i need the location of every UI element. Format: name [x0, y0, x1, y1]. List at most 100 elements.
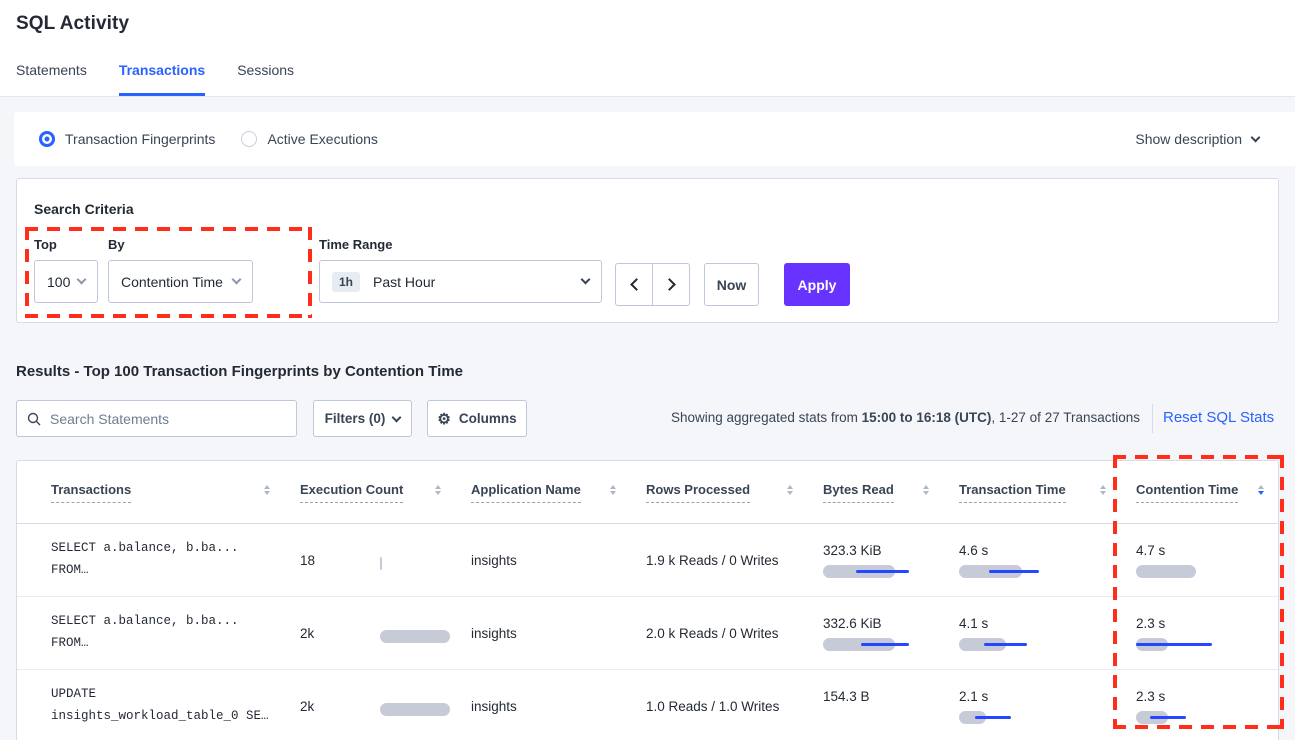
execution-count-cell: 2k — [284, 623, 455, 643]
chevron-down-icon — [76, 274, 87, 285]
transaction-fingerprint-link[interactable]: UPDATE insights_workload_table_0 SE… — [51, 687, 269, 723]
time-range-field: Time Range 1h Past Hour — [319, 237, 602, 303]
chevron-down-icon — [1250, 132, 1261, 142]
columns-button[interactable]: ⚙ Columns — [427, 400, 527, 437]
header-contention-time[interactable]: Contention Time — [1120, 482, 1278, 503]
top-field: Top 100 — [34, 237, 98, 303]
radio-unselected-icon — [241, 131, 258, 147]
chevron-down-icon — [580, 274, 591, 285]
transaction-time-bar — [959, 710, 1039, 724]
chevron-left-icon — [629, 278, 643, 291]
page-title: SQL Activity — [16, 13, 130, 34]
transaction-time-cell: 4.1 s — [943, 616, 1120, 651]
sort-icon — [610, 485, 616, 495]
tab-transactions[interactable]: Transactions — [118, 62, 206, 96]
header-bytes-read[interactable]: Bytes Read — [807, 482, 943, 503]
header-rows-processed[interactable]: Rows Processed — [630, 482, 807, 503]
bytes-read-cell: 332.6 KiB — [807, 616, 943, 651]
bytes-read-bar — [823, 637, 909, 651]
bytes-read-bar — [823, 711, 903, 724]
transaction-time-bar — [959, 564, 1039, 578]
search-criteria-heading: Search Criteria — [34, 201, 134, 217]
rows-processed-cell: 1.0 Reads / 1.0 Writes — [646, 698, 780, 714]
time-range-value: Past Hour — [373, 273, 436, 290]
top-label: Top — [34, 237, 57, 252]
view-toggle-panel: Transaction Fingerprints Active Executio… — [14, 112, 1295, 166]
radio-label: Active Executions — [267, 131, 378, 147]
radio-transaction-fingerprints[interactable]: Transaction Fingerprints — [39, 131, 215, 147]
toolbar-divider — [1152, 404, 1153, 433]
application-name-cell: insights — [471, 698, 517, 714]
contention-time-cell: 2.3 s — [1120, 689, 1278, 724]
chevron-right-icon — [662, 278, 676, 291]
top-select[interactable]: 100 — [34, 260, 98, 303]
time-range-select[interactable]: 1h Past Hour — [319, 260, 602, 303]
table-row: SELECT a.balance, b.ba... FROM… 2k insigh… — [17, 597, 1278, 670]
rows-processed-cell: 1.9 k Reads / 0 Writes — [646, 552, 779, 568]
sort-icon — [1100, 485, 1106, 495]
by-label: By — [108, 237, 125, 252]
sort-icon — [264, 485, 270, 495]
bytes-read-cell: 154.3 B — [807, 689, 943, 724]
show-description-label: Show description — [1135, 131, 1242, 147]
header-application-name[interactable]: Application Name — [455, 482, 630, 503]
tab-statements[interactable]: Statements — [16, 62, 87, 78]
by-field: By Contention Time — [108, 237, 253, 303]
aggregated-stats-text: Showing aggregated stats from 15:00 to 1… — [671, 410, 1140, 425]
header-transaction-time[interactable]: Transaction Time — [943, 482, 1120, 503]
sort-icon — [923, 485, 929, 495]
time-prev-button[interactable] — [616, 264, 652, 305]
filters-label: Filters (0) — [324, 411, 386, 426]
now-button[interactable]: Now — [704, 263, 759, 306]
header-transactions[interactable]: Transactions — [35, 482, 284, 503]
execution-count-cell: 2k — [284, 696, 455, 716]
sort-icon — [787, 485, 793, 495]
transaction-fingerprint-link[interactable]: SELECT a.balance, b.ba... FROM… — [51, 541, 239, 577]
stats-prefix: Showing aggregated stats from — [671, 410, 862, 425]
transactions-table: Transactions Execution Count Application… — [16, 460, 1279, 740]
rows-processed-cell: 2.0 k Reads / 0 Writes — [646, 625, 779, 641]
execution-count-cell: 18 — [284, 550, 455, 570]
by-select[interactable]: Contention Time — [108, 260, 253, 303]
apply-button[interactable]: Apply — [784, 263, 850, 306]
tab-sessions[interactable]: Sessions — [237, 62, 295, 78]
search-statements-input[interactable] — [50, 410, 286, 427]
time-next-button[interactable] — [652, 264, 689, 305]
bytes-read-cell: 323.3 KiB — [807, 543, 943, 578]
radio-label: Transaction Fingerprints — [65, 131, 216, 147]
contention-time-cell: 2.3 s — [1120, 616, 1278, 651]
application-name-cell: insights — [471, 625, 517, 641]
stats-suffix: , 1-27 of 27 Transactions — [991, 410, 1140, 425]
radio-active-executions[interactable]: Active Executions — [241, 131, 378, 147]
header-execution-count[interactable]: Execution Count — [284, 482, 455, 503]
execution-count-bar — [380, 703, 455, 716]
execution-count-bar — [380, 557, 455, 570]
table-header-row: Transactions Execution Count Application… — [17, 461, 1278, 524]
results-heading: Results - Top 100 Transaction Fingerprin… — [16, 363, 464, 380]
contention-time-cell: 4.7 s — [1120, 543, 1278, 578]
table-row: SELECT a.balance, b.ba... FROM… 18 insigh… — [17, 524, 1278, 597]
stats-time-range: 15:00 to 16:18 (UTC) — [861, 410, 992, 425]
transaction-time-cell: 2.1 s — [943, 689, 1120, 724]
columns-label: Columns — [458, 411, 517, 426]
execution-count-bar — [380, 630, 455, 643]
time-range-label: Time Range — [319, 237, 393, 252]
bytes-read-bar — [823, 564, 909, 578]
time-range-badge: 1h — [332, 271, 361, 292]
transaction-time-cell: 4.6 s — [943, 543, 1120, 578]
chevron-down-icon — [391, 412, 402, 422]
filters-button[interactable]: Filters (0) — [313, 400, 412, 437]
time-nav-group — [615, 263, 690, 306]
sort-icon — [1258, 485, 1264, 495]
radio-selected-icon — [39, 131, 55, 147]
contention-time-bar — [1136, 710, 1216, 724]
reset-sql-stats-link[interactable]: Reset SQL Stats — [1163, 409, 1275, 426]
table-row: UPDATE insights_workload_table_0 SE… 2k i… — [17, 670, 1278, 740]
transaction-fingerprint-link[interactable]: SELECT a.balance, b.ba... FROM… — [51, 614, 239, 650]
sort-icon — [435, 485, 441, 495]
contention-time-bar — [1136, 637, 1216, 651]
gear-icon: ⚙ — [437, 410, 451, 428]
show-description-toggle[interactable]: Show description — [1135, 131, 1261, 147]
transaction-time-bar — [959, 637, 1039, 651]
